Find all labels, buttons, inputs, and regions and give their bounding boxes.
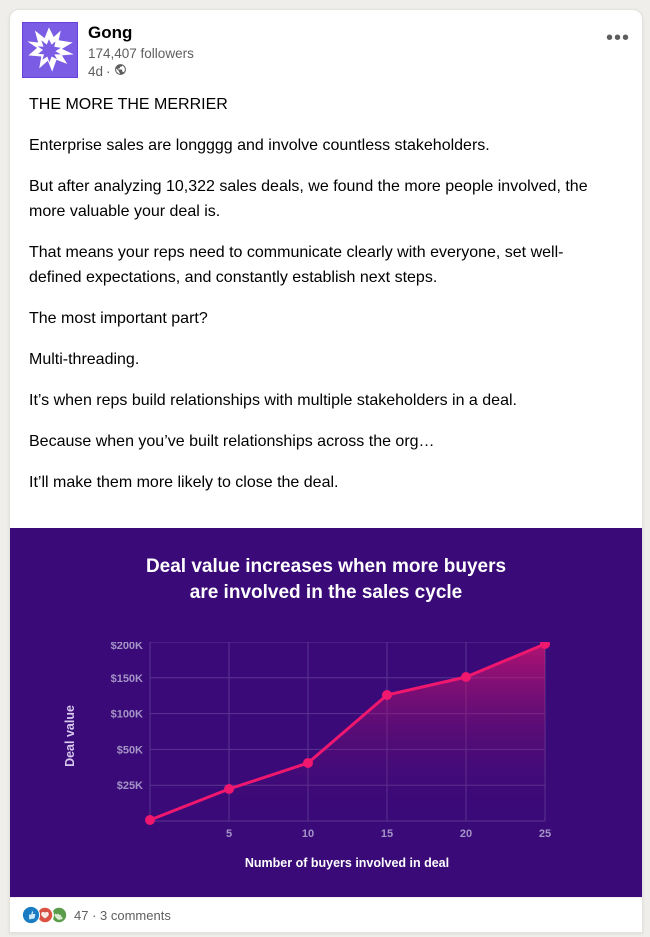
svg-text:15: 15 bbox=[381, 828, 393, 840]
svg-text:$150K: $150K bbox=[111, 673, 143, 685]
svg-text:$100K: $100K bbox=[111, 709, 143, 721]
svg-text:25: 25 bbox=[539, 828, 551, 840]
svg-text:$25K: $25K bbox=[117, 780, 143, 792]
svg-text:$200K: $200K bbox=[111, 642, 143, 652]
svg-text:20: 20 bbox=[460, 828, 472, 840]
svg-text:$50K: $50K bbox=[117, 744, 143, 756]
svg-text:Number of buyers involved in d: Number of buyers involved in deal bbox=[245, 856, 449, 870]
svg-text:5: 5 bbox=[226, 828, 232, 840]
svg-text:10: 10 bbox=[302, 828, 314, 840]
